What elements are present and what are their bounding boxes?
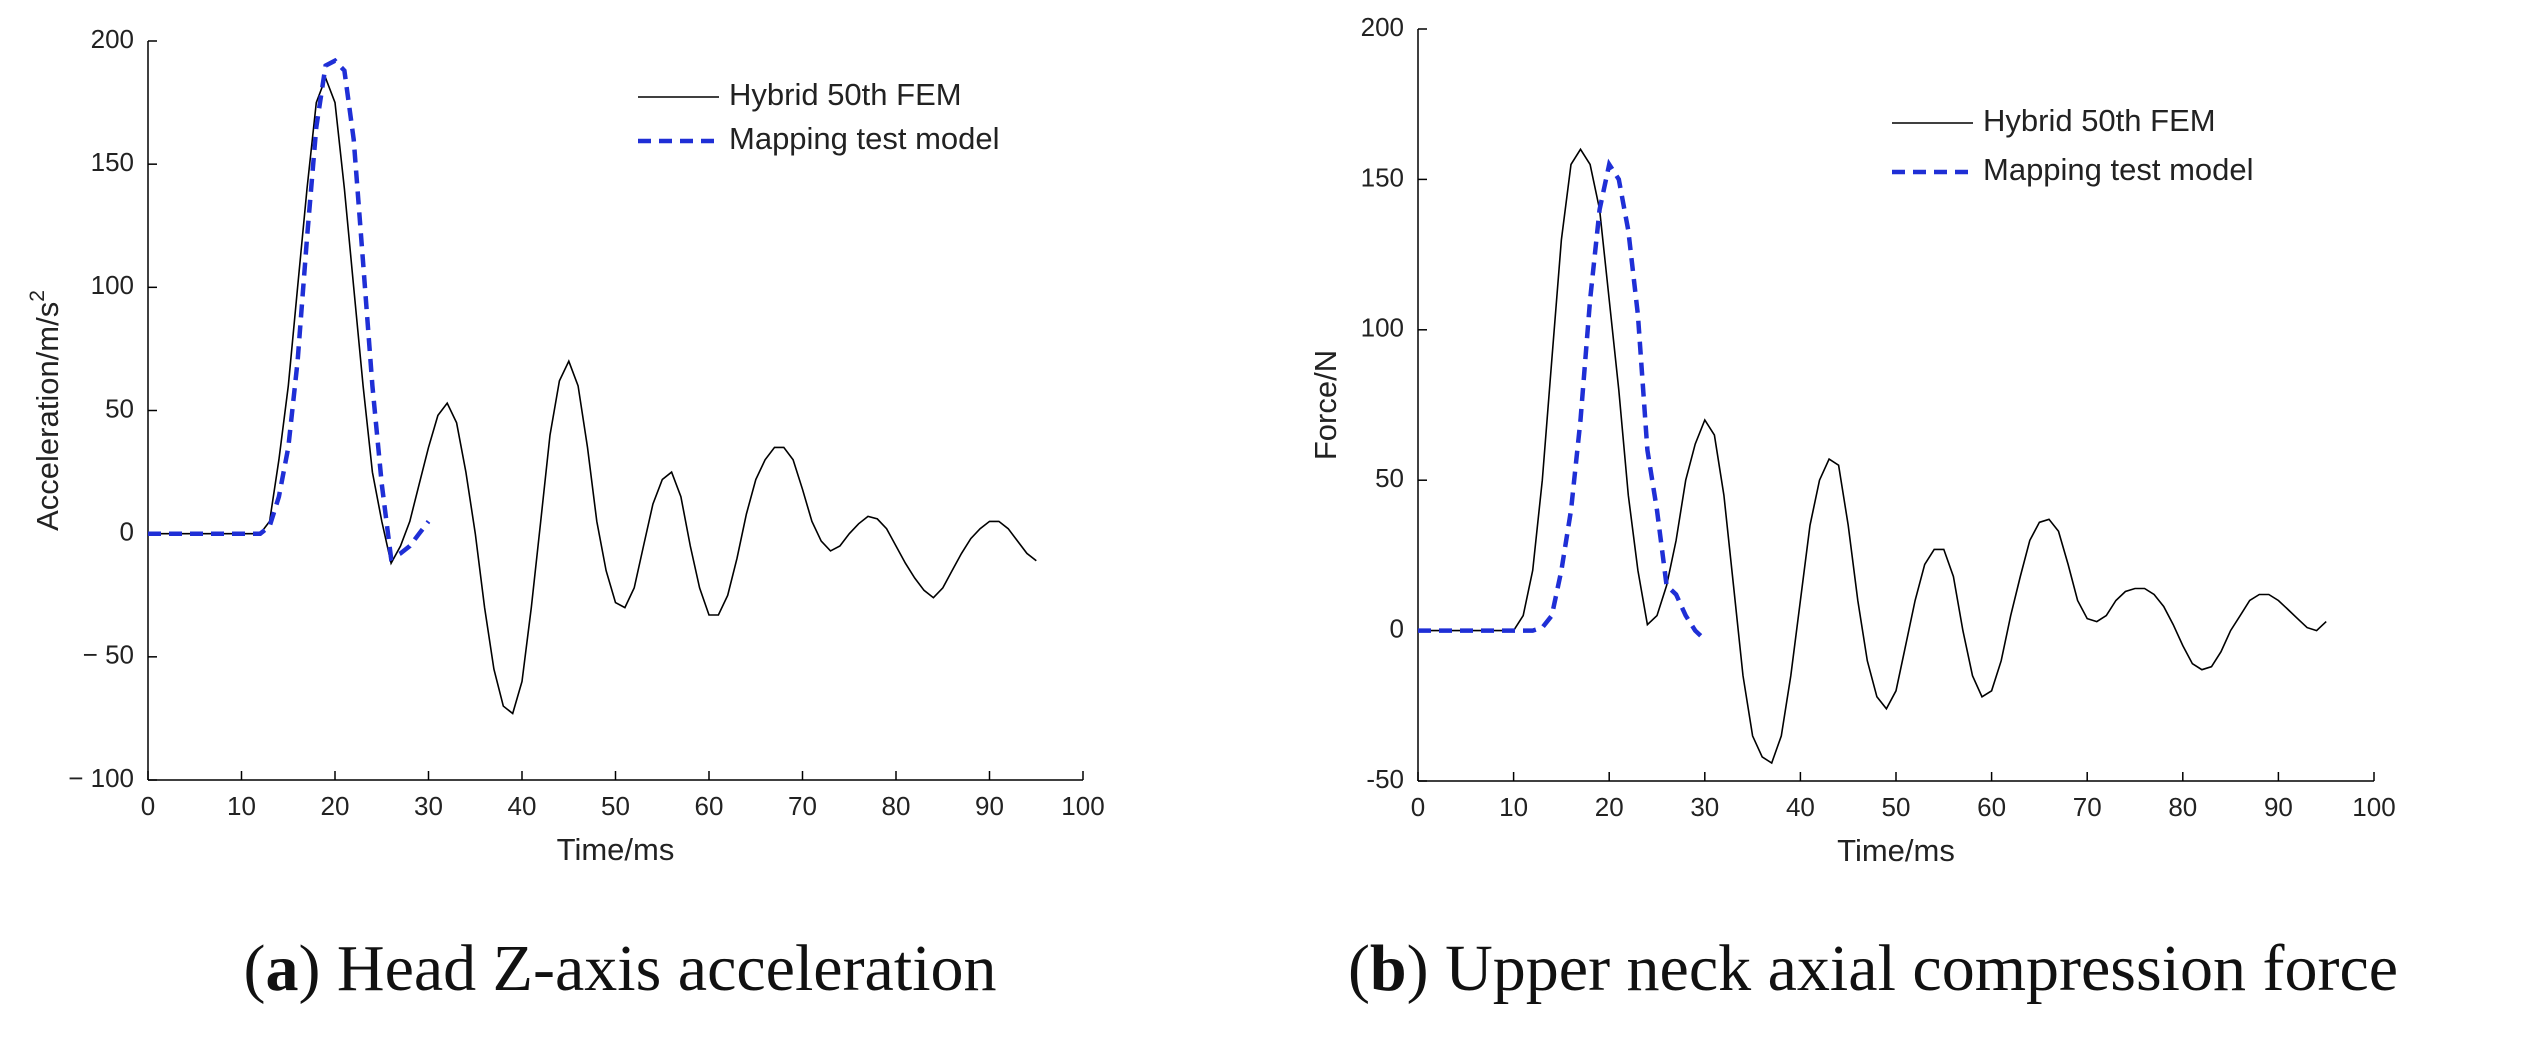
caption: (a) Head Z-axis acceleration bbox=[243, 932, 996, 1005]
x-tick-label: 80 bbox=[2168, 792, 2197, 822]
y-axis-label-part: Force/N bbox=[1308, 350, 1343, 460]
series-line bbox=[1418, 158, 1707, 642]
caption-part: ) Head Z-axis acceleration bbox=[298, 932, 996, 1005]
series-line bbox=[148, 75, 1037, 715]
caption-part: ( bbox=[1348, 932, 1370, 1005]
x-tick-label: 80 bbox=[882, 791, 911, 821]
y-axis-label-part: 2 bbox=[26, 290, 49, 302]
y-tick-label: 50 bbox=[1375, 463, 1404, 493]
x-tick-label: 90 bbox=[975, 791, 1004, 821]
y-tick-label: 150 bbox=[91, 147, 134, 177]
x-tick-label: 40 bbox=[508, 791, 537, 821]
chart: 0 10 20 30 40 50 60 70 80 90 100-50050100150200Tim… bbox=[1308, 12, 2398, 1005]
x-tick-label: 20 bbox=[1595, 792, 1624, 822]
x-tick-label: 10 bbox=[227, 791, 256, 821]
x-tick-label: 0 bbox=[1411, 792, 1425, 822]
x-tick-label: 60 bbox=[1977, 792, 2006, 822]
caption: (b) Upper neck axial compression force bbox=[1348, 932, 2398, 1005]
y-tick-label: 0 bbox=[1390, 613, 1404, 643]
x-tick-label: 100 bbox=[1061, 791, 1104, 821]
y-tick-label: -50 bbox=[1366, 764, 1404, 794]
x-axis-label: Time/ms bbox=[1837, 833, 1955, 868]
x-tick-label: 30 bbox=[414, 791, 443, 821]
y-tick-label: − 100 bbox=[68, 763, 134, 793]
x-tick-label: 30 bbox=[1690, 792, 1719, 822]
x-tick-label: 90 bbox=[2264, 792, 2293, 822]
x-tick-label: 40 bbox=[1786, 792, 1815, 822]
x-tick-label: 20 bbox=[321, 791, 350, 821]
x-tick-label: 70 bbox=[2073, 792, 2102, 822]
legend-label: Hybrid 50th FEM bbox=[729, 77, 962, 112]
y-tick-label: 0 bbox=[120, 517, 134, 547]
series-line bbox=[1418, 147, 2327, 765]
caption-part: ) Upper neck axial compression force bbox=[1407, 932, 2398, 1005]
y-tick-label: 100 bbox=[91, 270, 134, 300]
x-tick-label: 0 bbox=[141, 791, 155, 821]
caption-part: b bbox=[1370, 932, 1407, 1005]
x-tick-label: 60 bbox=[695, 791, 724, 821]
x-axis-label: Time/ms bbox=[557, 832, 675, 867]
y-tick-label: 100 bbox=[1361, 313, 1404, 343]
chart: 0 10 20 30 40 50 60 70 80 90 100 − 100 − 50 0 50 100 150… bbox=[26, 24, 1105, 1005]
series-line bbox=[148, 57, 431, 562]
y-tick-label: − 50 bbox=[83, 640, 134, 670]
y-tick-label: 150 bbox=[1361, 162, 1404, 192]
x-tick-label: 70 bbox=[788, 791, 817, 821]
x-tick-label: 10 bbox=[1499, 792, 1528, 822]
x-tick-label: 50 bbox=[601, 791, 630, 821]
caption-part: a bbox=[265, 932, 298, 1005]
caption-part: ( bbox=[243, 932, 265, 1005]
y-axis-label: Force/N bbox=[1308, 350, 1343, 460]
legend-label: Hybrid 50th FEM bbox=[1983, 103, 2216, 138]
legend-label: Mapping test model bbox=[729, 121, 1000, 156]
x-tick-label: 100 bbox=[2352, 792, 2395, 822]
y-tick-label: 50 bbox=[105, 393, 134, 423]
legend-label: Mapping test model bbox=[1983, 152, 2254, 187]
y-tick-label: 200 bbox=[1361, 12, 1404, 42]
y-axis-label: Acceleration/m/s2 bbox=[26, 290, 65, 531]
y-tick-label: 200 bbox=[91, 24, 134, 54]
x-tick-label: 50 bbox=[1882, 792, 1911, 822]
y-axis-label-part: Acceleration/m/s bbox=[30, 302, 65, 531]
